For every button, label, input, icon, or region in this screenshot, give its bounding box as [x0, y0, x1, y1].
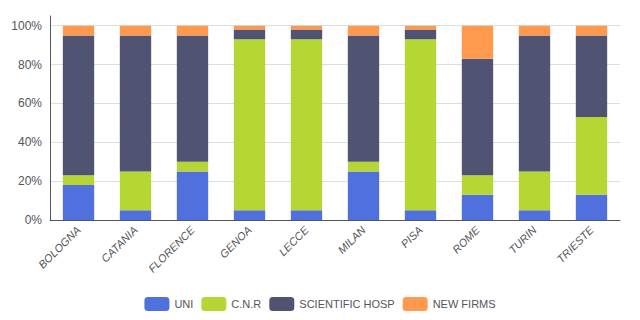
svg-text:C.N.R: C.N.R: [231, 298, 261, 310]
svg-text:0%: 0%: [25, 213, 43, 227]
svg-text:UNI: UNI: [174, 298, 193, 310]
svg-text:20%: 20%: [18, 174, 42, 188]
svg-text:PISA: PISA: [399, 224, 425, 250]
svg-text:TRIESTE: TRIESTE: [554, 223, 596, 265]
svg-text:BOLOGNA: BOLOGNA: [36, 224, 83, 271]
svg-text:GENOA: GENOA: [217, 224, 254, 261]
svg-text:NEW FIRMS: NEW FIRMS: [433, 298, 496, 310]
svg-text:CATANIA: CATANIA: [99, 224, 140, 265]
svg-text:SCIENTIFIC HOSP: SCIENTIFIC HOSP: [299, 298, 394, 310]
svg-text:MILAN: MILAN: [336, 224, 368, 256]
svg-text:FLORENCE: FLORENCE: [146, 223, 197, 274]
svg-text:ROME: ROME: [450, 223, 482, 255]
svg-text:100%: 100%: [11, 19, 42, 33]
svg-text:TURIN: TURIN: [507, 224, 539, 256]
svg-text:60%: 60%: [18, 96, 42, 110]
svg-text:LECCE: LECCE: [276, 223, 311, 258]
svg-text:40%: 40%: [18, 135, 42, 149]
svg-text:80%: 80%: [18, 58, 42, 72]
